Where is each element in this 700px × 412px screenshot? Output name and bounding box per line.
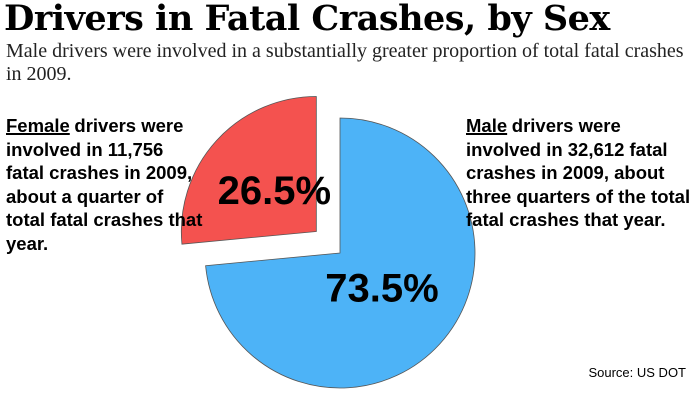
pie-slice bbox=[205, 117, 476, 389]
annotation-text: drivers were involved in 32,612 fatal cr… bbox=[466, 115, 691, 230]
annotation-text: drivers were involved in 11,756 fatal cr… bbox=[6, 115, 203, 254]
annotation-emphasis: Male bbox=[466, 115, 508, 136]
chart-title: Drivers in Fatal Crashes, by Sex bbox=[4, 0, 610, 39]
annotation: Male drivers were involved in 32,612 fata… bbox=[466, 114, 694, 232]
chart-subtitle: Male drivers were involved in a substant… bbox=[6, 40, 684, 85]
source-note: Source: US DOT bbox=[588, 365, 686, 380]
slice-label: 73.5% bbox=[325, 267, 438, 311]
annotation: Female drivers were involved in 11,756 fa… bbox=[6, 114, 204, 255]
pie-slice bbox=[180, 96, 317, 245]
annotation-emphasis: Female bbox=[6, 115, 70, 136]
slice-label: 26.5% bbox=[218, 169, 331, 213]
